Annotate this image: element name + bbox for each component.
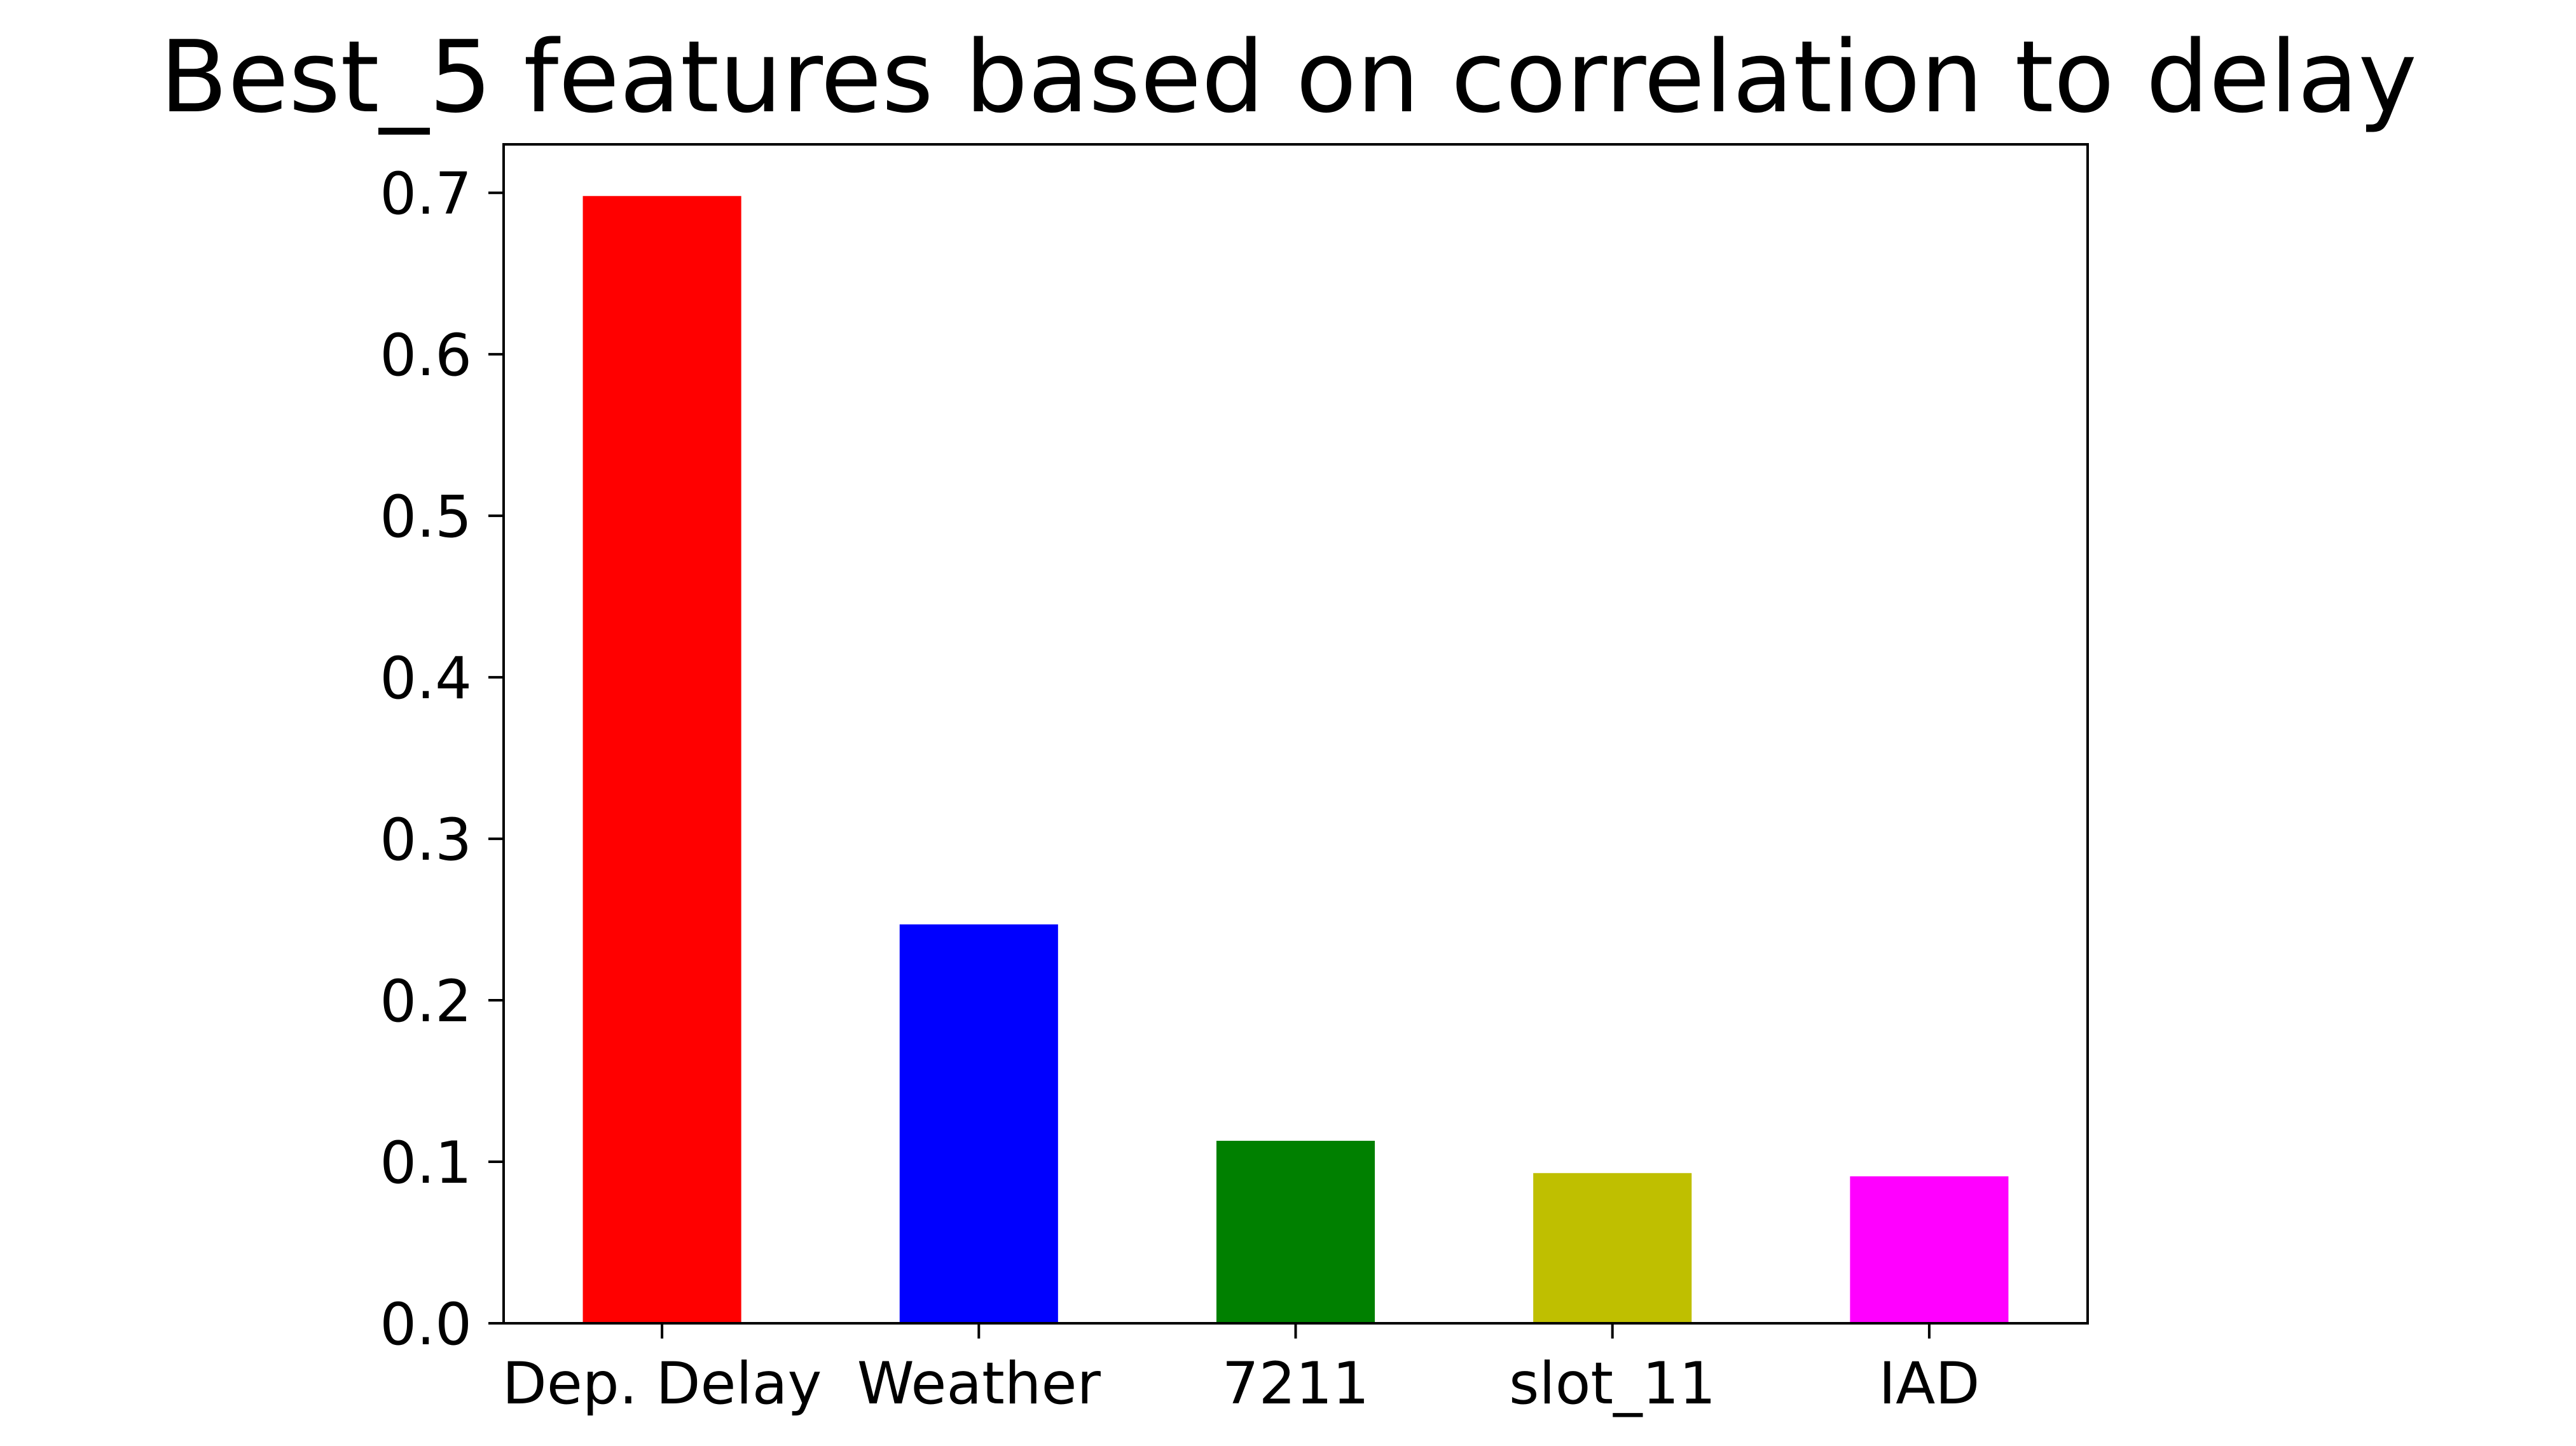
x-tick-label-slot-11: slot_11 bbox=[1509, 1351, 1716, 1417]
bar-slot-11 bbox=[1533, 1173, 1692, 1323]
y-axis: 0.0 0.1 0.2 0.3 0.4 0.5 0.6 0.7 bbox=[380, 161, 504, 1358]
bar-iad bbox=[1850, 1176, 2009, 1323]
y-tick-label: 0.6 bbox=[380, 322, 472, 389]
x-tick-label-dep-delay: Dep. Delay bbox=[502, 1351, 822, 1417]
bar-weather bbox=[899, 924, 1058, 1323]
y-tick-label: 0.4 bbox=[380, 645, 472, 712]
y-tick-label: 0.7 bbox=[380, 161, 472, 228]
y-tick-label: 0.5 bbox=[380, 484, 472, 551]
y-tick-label: 0.3 bbox=[380, 807, 472, 874]
y-tick-label: 0.1 bbox=[380, 1130, 472, 1197]
bar-dep-delay bbox=[582, 196, 741, 1323]
x-tick-label-iad: IAD bbox=[1878, 1351, 1980, 1417]
y-tick-label: 0.2 bbox=[380, 968, 472, 1035]
chart-title: Best_5 features based on correlation to … bbox=[160, 19, 2417, 135]
x-tick-label-weather: Weather bbox=[857, 1351, 1101, 1417]
y-tick-label: 0.0 bbox=[380, 1291, 472, 1358]
bar-7211 bbox=[1216, 1141, 1375, 1323]
bars-layer bbox=[582, 196, 2009, 1323]
x-tick-label-7211: 7211 bbox=[1222, 1351, 1370, 1417]
x-axis: Dep. Delay Weather 7211 slot_11 IAD bbox=[502, 1323, 1980, 1417]
